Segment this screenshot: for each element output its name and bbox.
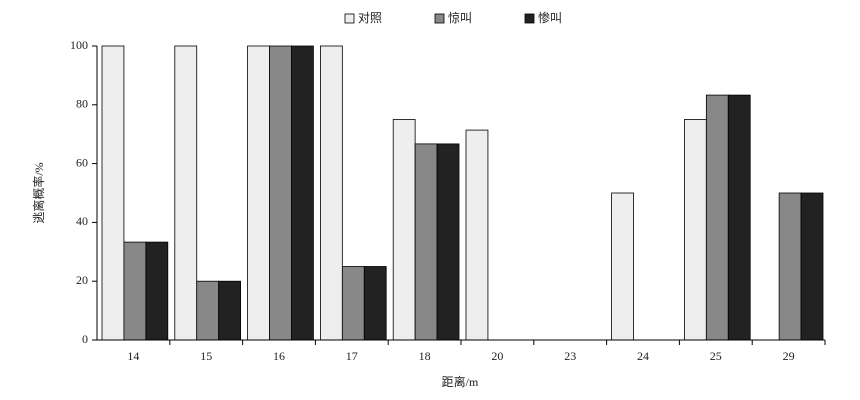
bar xyxy=(363,266,387,341)
bar xyxy=(269,45,292,341)
legend-swatch xyxy=(434,13,445,24)
bar xyxy=(247,45,270,341)
bar xyxy=(727,94,751,341)
bar xyxy=(341,266,365,341)
legend-swatch xyxy=(524,13,535,24)
legend-label: 惊叫 xyxy=(448,10,472,25)
x-tick-label: 29 xyxy=(783,349,795,363)
bar xyxy=(145,241,169,341)
bar xyxy=(414,143,438,341)
x-tick-label: 16 xyxy=(273,349,285,363)
x-tick-label: 20 xyxy=(491,349,503,363)
x-axis-label: 距离/m xyxy=(442,374,479,389)
x-tick-label: 18 xyxy=(419,349,431,363)
legend-swatch xyxy=(344,13,355,24)
x-tick-label: 17 xyxy=(346,349,358,363)
bar xyxy=(319,45,343,341)
x-tick-label: 14 xyxy=(127,349,139,363)
legend-label: 对照 xyxy=(358,11,382,25)
x-tick-label: 15 xyxy=(200,349,212,363)
bar xyxy=(291,45,314,341)
x-tick-label: 23 xyxy=(564,349,576,363)
bar xyxy=(196,280,220,341)
bar xyxy=(174,45,198,341)
y-axis-label: 逃离概率/% xyxy=(31,162,46,223)
bar xyxy=(800,192,824,341)
x-tick-label: 24 xyxy=(637,349,649,363)
bar xyxy=(123,241,147,341)
bar xyxy=(611,192,634,341)
bar xyxy=(436,143,460,341)
bar xyxy=(465,129,489,341)
bar xyxy=(101,45,125,341)
legend-label: 惨叫 xyxy=(538,10,562,25)
y-tick-label: 20 xyxy=(76,273,88,287)
bar xyxy=(705,94,729,341)
bar xyxy=(684,119,707,341)
x-tick-label: 25 xyxy=(710,349,722,363)
y-tick-label: 100 xyxy=(70,38,88,52)
bar xyxy=(392,119,416,341)
bar xyxy=(218,280,242,341)
bar xyxy=(778,192,802,341)
y-tick-label: 60 xyxy=(76,155,88,169)
y-tick-label: 80 xyxy=(76,97,88,111)
y-tick-label: 40 xyxy=(76,214,88,228)
y-tick-label: 0 xyxy=(82,332,88,346)
